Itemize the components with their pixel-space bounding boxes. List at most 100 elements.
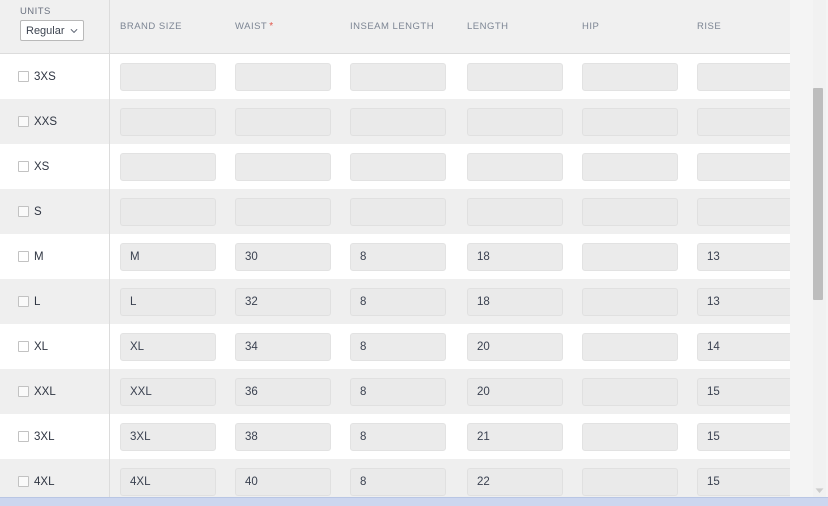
measurement-input[interactable]: L	[120, 287, 216, 316]
measurement-input[interactable]	[582, 467, 678, 496]
measurement-input[interactable]	[467, 197, 563, 226]
measurement-input[interactable]	[350, 152, 446, 181]
row-select-checkbox[interactable]	[18, 476, 29, 487]
measurement-input[interactable]	[582, 107, 678, 136]
measurement-input[interactable]: 22	[467, 467, 563, 496]
measurement-input[interactable]	[467, 107, 563, 136]
measurement-input[interactable]: 15	[697, 467, 790, 496]
measurement-input[interactable]	[582, 422, 678, 451]
row-size-label: XS	[34, 160, 50, 173]
row-select-checkbox[interactable]	[18, 386, 29, 397]
vertical-scrollbar-thumb[interactable]	[813, 88, 823, 300]
measurement-input[interactable]: 34	[235, 332, 331, 361]
row-select-checkbox[interactable]	[18, 341, 29, 352]
units-column-header: UNITS Regular	[0, 0, 110, 53]
measurement-input[interactable]	[582, 287, 678, 316]
row-size-label: XL	[34, 340, 49, 353]
row-select-checkbox[interactable]	[18, 71, 29, 82]
measurement-input[interactable]: 40	[235, 467, 331, 496]
measurement-input[interactable]	[582, 332, 678, 361]
measurement-input[interactable]	[120, 62, 216, 91]
row-select-checkbox[interactable]	[18, 431, 29, 442]
cell-rise: 15	[687, 377, 790, 406]
measurement-input[interactable]	[235, 152, 331, 181]
table-row: L L 32 8 18 13	[0, 279, 790, 324]
measurement-input[interactable]: 13	[697, 242, 790, 271]
table-row: XXS	[0, 99, 790, 144]
measurement-input[interactable]: 18	[467, 242, 563, 271]
measurement-input[interactable]: 3XL	[120, 422, 216, 451]
cell-brand-size: XL	[110, 332, 225, 361]
measurement-input[interactable]	[467, 152, 563, 181]
measurement-input[interactable]: 18	[467, 287, 563, 316]
measurement-input[interactable]: 13	[697, 287, 790, 316]
measurement-input[interactable]	[120, 152, 216, 181]
measurement-input[interactable]	[235, 62, 331, 91]
row-select-checkbox[interactable]	[18, 116, 29, 127]
measurement-input[interactable]	[582, 242, 678, 271]
measurement-input[interactable]	[582, 62, 678, 91]
row-header-xs: XS	[0, 144, 110, 189]
measurement-input[interactable]	[697, 62, 790, 91]
measurement-input[interactable]	[235, 107, 331, 136]
cell-brand-size: M	[110, 242, 225, 271]
row-select-checkbox[interactable]	[18, 251, 29, 262]
measurement-input[interactable]: 30	[235, 242, 331, 271]
measurement-input[interactable]: 4XL	[120, 467, 216, 496]
row-select-checkbox[interactable]	[18, 161, 29, 172]
measurement-input[interactable]	[235, 197, 331, 226]
triangle-down-icon[interactable]	[813, 484, 826, 496]
measurement-input[interactable]	[582, 152, 678, 181]
measurement-input[interactable]	[120, 107, 216, 136]
cell-hip	[572, 422, 687, 451]
measurement-input[interactable]	[350, 62, 446, 91]
measurement-input[interactable]: 15	[697, 377, 790, 406]
measurement-input[interactable]: M	[120, 242, 216, 271]
row-cells: XXL 36 8 20 15	[110, 369, 790, 414]
measurement-input[interactable]: 8	[350, 467, 446, 496]
row-cells: 3XL 38 8 21 15	[110, 414, 790, 459]
cell-length	[457, 107, 572, 136]
measurement-input[interactable]: 8	[350, 242, 446, 271]
cell-hip	[572, 467, 687, 496]
measurement-input[interactable]	[120, 197, 216, 226]
row-header-3xl: 3XL	[0, 414, 110, 459]
measurement-input[interactable]: 32	[235, 287, 331, 316]
row-cells	[110, 144, 790, 189]
measurement-input[interactable]	[697, 107, 790, 136]
measurement-input[interactable]	[697, 197, 790, 226]
measurement-input[interactable]	[467, 62, 563, 91]
measurement-input[interactable]: 36	[235, 377, 331, 406]
cell-length	[457, 62, 572, 91]
measurement-input[interactable]: 8	[350, 287, 446, 316]
measurement-input[interactable]: 15	[697, 422, 790, 451]
measurement-input[interactable]: 8	[350, 377, 446, 406]
measurement-input[interactable]: XXL	[120, 377, 216, 406]
row-select-checkbox[interactable]	[18, 296, 29, 307]
measurement-input[interactable]	[350, 197, 446, 226]
row-size-label: L	[34, 295, 41, 308]
table-row: XL XL 34 8 20 14	[0, 324, 790, 369]
measurement-input[interactable]	[350, 107, 446, 136]
cell-rise: 13	[687, 287, 790, 316]
table-row: XS	[0, 144, 790, 189]
measurement-input[interactable]: 38	[235, 422, 331, 451]
measurement-input[interactable]: 14	[697, 332, 790, 361]
measurement-input[interactable]: 21	[467, 422, 563, 451]
units-select[interactable]: Regular	[20, 20, 84, 41]
measurement-input[interactable]: 8	[350, 422, 446, 451]
measurement-input[interactable]: XL	[120, 332, 216, 361]
row-select-checkbox[interactable]	[18, 206, 29, 217]
measurement-input[interactable]: 8	[350, 332, 446, 361]
row-cells	[110, 99, 790, 144]
cell-inseam-length	[340, 152, 457, 181]
measurement-input[interactable]	[582, 377, 678, 406]
measurement-input[interactable]	[582, 197, 678, 226]
required-star: *	[269, 21, 274, 32]
vertical-scrollbar-track[interactable]	[813, 0, 826, 506]
measurement-input[interactable]	[697, 152, 790, 181]
measurement-input[interactable]: 20	[467, 377, 563, 406]
row-header-xl: XL	[0, 324, 110, 369]
row-header-4xl: 4XL	[0, 459, 110, 504]
measurement-input[interactable]: 20	[467, 332, 563, 361]
